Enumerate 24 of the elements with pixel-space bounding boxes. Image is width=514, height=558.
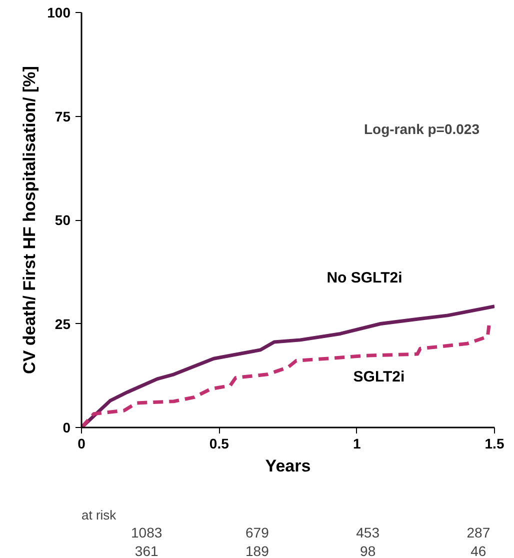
text: 361 [134, 542, 158, 558]
y-tick-label: 50 [54, 212, 71, 228]
text: 1083 [131, 524, 162, 540]
y-tick-label: 75 [54, 108, 71, 124]
text: 453 [356, 524, 380, 540]
x-tick-label: 1 [352, 436, 361, 452]
text: 679 [246, 524, 270, 540]
y-tick-label: 25 [54, 316, 71, 332]
series-label: SGLT2i [353, 368, 405, 386]
x-tick-label: 0 [78, 436, 86, 452]
text: 98 [360, 542, 376, 558]
y-tick-label: 100 [47, 4, 71, 20]
y-axis-title: CV death/ First HF hospitalisation/ [%] [20, 66, 40, 374]
text: No SGLT2i [326, 269, 402, 286]
x-tick-label: 0.5 [209, 436, 230, 452]
text: at risk [82, 508, 117, 522]
line-series [82, 324, 491, 428]
y-tick-label: 0 [62, 420, 71, 436]
annotation: Log-rank p=0.023 [364, 121, 480, 137]
text: 287 [466, 524, 490, 540]
text: 46 [470, 542, 486, 558]
text: 189 [246, 542, 270, 558]
x-axis-title: Years [265, 456, 311, 476]
x-tick-label: 1.5 [484, 436, 504, 452]
